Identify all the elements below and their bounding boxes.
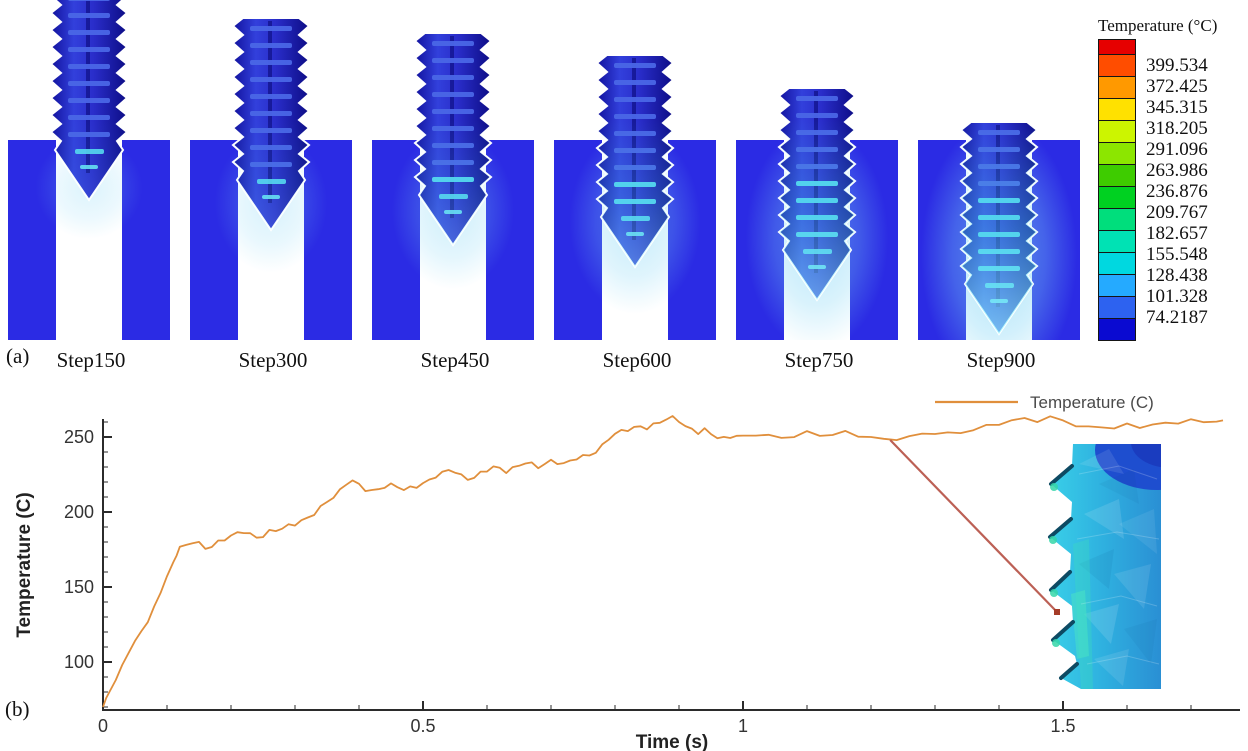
step-label: Step450 (420, 348, 490, 372)
simulation-render-holder (546, 0, 728, 346)
x-axis-title: Time (s) (636, 732, 709, 751)
x-tick-label: 1 (738, 716, 748, 736)
colorbar-swatch (1098, 120, 1136, 143)
colorbar-value: 372.425 (1146, 76, 1208, 97)
simulation-render (918, 121, 1080, 340)
colorbar-swatch (1098, 142, 1136, 165)
panel-a-label: (a) (6, 344, 30, 368)
callout-marker (1054, 609, 1060, 615)
colorbar-swatches (1098, 39, 1136, 341)
colorbar-value: 209.767 (1146, 202, 1208, 223)
simulation-render-holder (0, 0, 182, 346)
y-tick-label: 150 (64, 577, 94, 597)
x-tick-label: 1.5 (1050, 716, 1075, 736)
colorbar-value: 263.986 (1146, 160, 1208, 181)
step-label: Step600 (602, 348, 672, 372)
simulation-step: Step450 (364, 0, 546, 375)
colorbar-swatch (1098, 76, 1136, 99)
screw-heat-tint (415, 33, 491, 245)
colorbar-value: 345.315 (1146, 97, 1208, 118)
colorbar-swatch (1098, 252, 1136, 275)
colorbar-value: 399.534 (1146, 55, 1208, 76)
colorbar-value: 155.548 (1146, 244, 1208, 265)
colorbar-value: 101.328 (1146, 286, 1208, 307)
temperature-time-chart: 100 150 200 250 0 0.5 1 1.5 Temperature (C) Time … (14, 393, 1240, 751)
colorbar-swatch (1098, 164, 1136, 187)
screw-heat-tint (233, 18, 309, 230)
panel-b-label: (b) (5, 697, 30, 721)
legend-label: Temperature (C) (1030, 393, 1154, 412)
x-tick-label: 0 (98, 716, 108, 736)
colorbar-value: 74.2187 (1146, 307, 1208, 328)
simulation-render (8, 0, 170, 340)
x-tick-label: 0.5 (410, 716, 435, 736)
colorbar-value: 182.657 (1146, 223, 1208, 244)
screw-heat-tint (597, 55, 673, 267)
y-tick-label: 250 (64, 427, 94, 447)
colorbar-value: 236.876 (1146, 181, 1208, 202)
colorbar-swatch (1098, 39, 1136, 55)
simulation-step: Step750 (728, 0, 910, 375)
notch-heat-spots (1049, 483, 1060, 647)
simulation-render-holder (182, 0, 364, 346)
colorbar-title: Temperature (°C) (1098, 16, 1218, 35)
colorbar-body: 399.534 372.425 345.315 318.205 291.096 263.9… (1098, 39, 1248, 341)
simulation-step: Step300 (182, 0, 364, 375)
temperature-colorbar: Temperature (°C) 399.534 372.425 345.315 31… (1098, 16, 1248, 341)
colorbar-value: 291.096 (1146, 139, 1208, 160)
colorbar-swatch (1098, 186, 1136, 209)
temperature-chart-panel: 100 150 200 250 0 0.5 1 1.5 Temperature (C) Time … (0, 375, 1248, 751)
steps-row: Step150 Step300 (0, 0, 1092, 375)
y-tick-label: 100 (64, 652, 94, 672)
simulation-render-holder (728, 0, 910, 346)
simulation-step: Step900 (910, 0, 1092, 375)
simulation-render (736, 87, 898, 340)
colorbar-swatch (1098, 318, 1136, 341)
screw-heat-tint (779, 88, 855, 300)
colorbar-value: 318.205 (1146, 118, 1208, 139)
inset-mesh (1071, 444, 1161, 689)
step-label: Step750 (784, 348, 854, 372)
colorbar-swatch (1098, 98, 1136, 121)
inset-thread-detail (1048, 444, 1161, 689)
y-axis-title: Temperature (C) (14, 492, 35, 637)
simulation-sequence-panel: Step150 Step300 (0, 0, 1248, 375)
simulation-step: Step150 (0, 0, 182, 375)
axes (102, 419, 1240, 711)
screw-heat-tint (961, 122, 1037, 334)
step-label: Step900 (966, 348, 1036, 372)
colorbar-swatch (1098, 296, 1136, 319)
step-label: Step150 (56, 348, 126, 372)
simulation-render-holder (910, 0, 1092, 346)
simulation-render (190, 17, 352, 340)
y-tick-label: 200 (64, 502, 94, 522)
colorbar-swatch (1098, 54, 1136, 77)
simulation-step: Step600 (546, 0, 728, 375)
temperature-curve (102, 415, 1224, 708)
simulation-render-holder (364, 0, 546, 346)
callout-line (889, 439, 1058, 613)
colorbar-swatch (1098, 208, 1136, 231)
x-axis: 0 0.5 1 1.5 (98, 701, 1192, 736)
colorbar-value: 128.438 (1146, 265, 1208, 286)
y-axis: 100 150 200 250 (64, 421, 112, 708)
legend: Temperature (C) (935, 393, 1154, 412)
colorbar-swatch (1098, 230, 1136, 253)
thread-notch-edges (1048, 464, 1079, 680)
simulation-render (372, 32, 534, 340)
simulation-render (554, 54, 716, 340)
colorbar-swatch (1098, 274, 1136, 297)
step-label: Step300 (238, 348, 308, 372)
screw-heat-tint (51, 0, 127, 200)
